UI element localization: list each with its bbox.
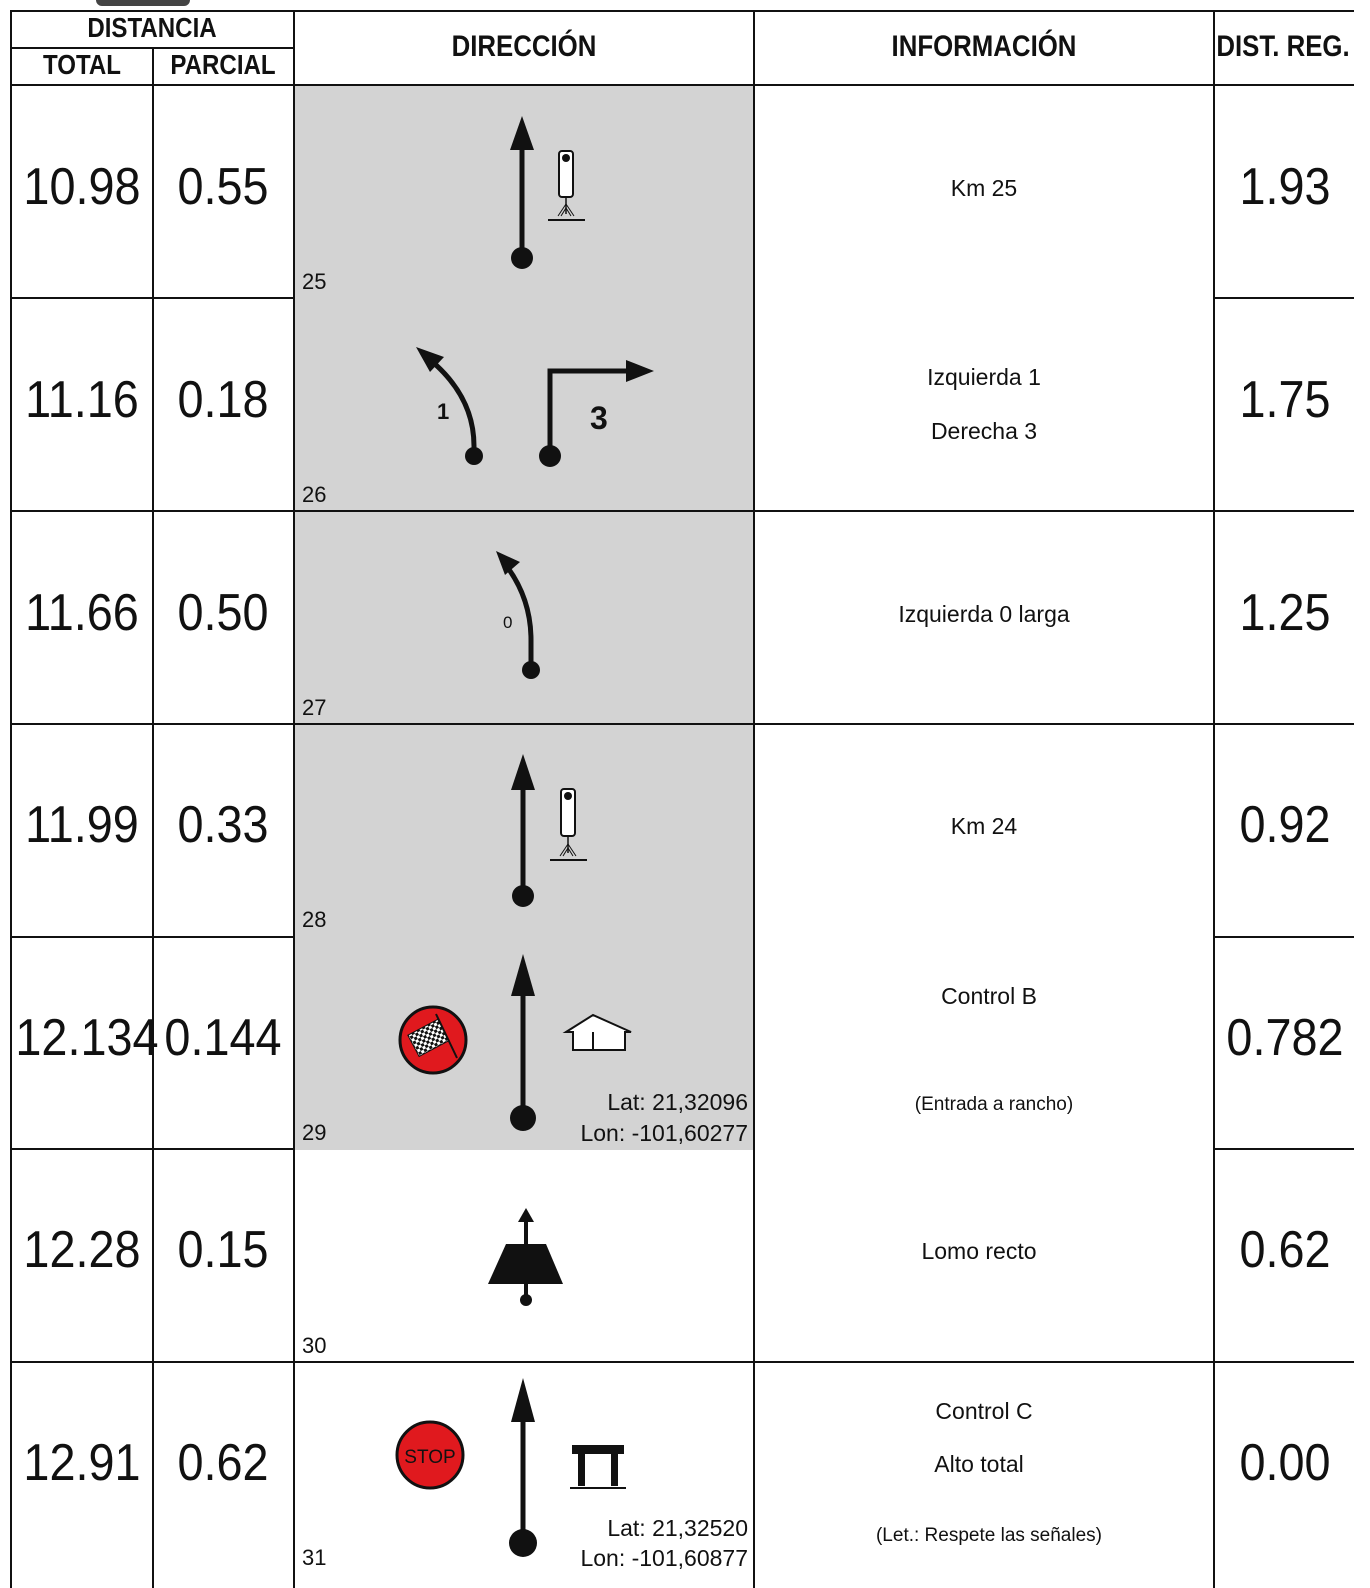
direction-info-divider	[753, 10, 755, 1588]
info-line: Control B	[941, 983, 1037, 1009]
left-curve-arrow-icon	[496, 551, 540, 679]
info-line: Derecha 3	[930, 418, 1038, 444]
table-left-border	[10, 10, 12, 1588]
info-reg-divider	[1213, 10, 1215, 1588]
stop-sign-icon: STOP	[395, 1420, 465, 1490]
total-distance: 12.134	[15, 1009, 159, 1067]
info-line: Control C	[935, 1398, 1033, 1424]
row-number: 30	[302, 1333, 327, 1358]
info-note: (Entrada a rancho)	[914, 1094, 1074, 1115]
regulated-distance: 0.92	[1239, 796, 1331, 854]
distance-direction-divider	[293, 10, 295, 1588]
regulated-distance: 1.75	[1239, 371, 1331, 429]
total-distance: 11.99	[25, 796, 139, 854]
row-divider	[10, 510, 1354, 512]
row-divider	[1214, 936, 1354, 938]
longitude: Lon: -101,60277	[580, 1120, 748, 1146]
total-parcial-divider	[152, 47, 154, 1588]
partial-distance: 0.62	[177, 1434, 269, 1492]
speed-bump-icon	[488, 1208, 563, 1306]
header-parcial: PARCIAL	[170, 49, 276, 80]
header-direccion: DIRECCIÓN	[451, 30, 597, 63]
house-icon	[562, 1013, 632, 1051]
straight-arrow-icon	[511, 754, 535, 907]
row-number: 27	[302, 695, 327, 720]
straight-arrow-icon	[509, 1378, 537, 1557]
partial-distance: 0.55	[177, 158, 269, 216]
stop-sign-label: STOP	[404, 1447, 455, 1468]
header-total: TOTAL	[42, 49, 122, 80]
straight-arrow-icon	[510, 116, 534, 269]
info-note: (Let.: Respete las señales)	[875, 1525, 1102, 1546]
row-divider	[10, 723, 1354, 725]
table-top-border	[10, 10, 1354, 12]
row-number: 31	[302, 1545, 327, 1570]
regulated-distance: 1.25	[1239, 584, 1331, 642]
info-line: Izquierda 1	[927, 364, 1041, 390]
km-marker-post-icon	[548, 150, 585, 221]
regulated-distance: 0.782	[1226, 1009, 1344, 1067]
header-distancia: DISTANCIA	[87, 12, 217, 43]
partial-distance: 0.50	[177, 584, 269, 642]
info-line: Lomo recto	[921, 1238, 1037, 1264]
total-distance: 11.16	[25, 371, 139, 429]
header-bottom-border	[10, 84, 1354, 86]
straight-arrow-icon	[510, 954, 536, 1131]
total-distance: 10.98	[23, 158, 141, 216]
header-dist-reg: DIST. REG.	[1216, 30, 1350, 63]
km-marker-post-icon	[550, 788, 587, 861]
latitude: Lat: 21,32096	[607, 1089, 748, 1115]
partial-distance: 0.15	[177, 1221, 269, 1279]
total-distance: 12.91	[23, 1434, 141, 1492]
row-divider	[1214, 1148, 1354, 1150]
info-line: Izquierda 0 larga	[898, 601, 1070, 627]
row-divider	[1214, 297, 1354, 299]
right-turn-arrow-icon	[539, 360, 654, 467]
longitude: Lon: -101,60877	[580, 1545, 748, 1571]
latitude: Lat: 21,32520	[607, 1515, 748, 1541]
regulated-distance: 0.62	[1239, 1221, 1331, 1279]
info-line: Km 25	[950, 175, 1018, 201]
regulated-distance: 1.93	[1239, 158, 1331, 216]
partial-distance: 0.33	[177, 796, 269, 854]
info-line: Km 24	[950, 813, 1018, 839]
total-distance: 12.28	[23, 1221, 141, 1279]
checkered-flag-icon	[398, 1005, 468, 1075]
row-divider	[10, 1361, 1354, 1363]
exit-label-left: 1	[437, 399, 450, 424]
left-curve-arrow-icon	[416, 347, 483, 465]
row-number: 25	[302, 269, 327, 294]
header-informacion: INFORMACIÓN	[891, 30, 1077, 63]
gate-icon	[570, 1445, 626, 1489]
curve-label: 0	[503, 613, 513, 632]
partial-distance: 0.18	[177, 371, 269, 429]
row-number: 29	[302, 1120, 327, 1145]
partial-distance: 0.144	[164, 1009, 282, 1067]
row-number: 26	[302, 482, 327, 507]
row-number: 28	[302, 907, 327, 932]
regulated-distance: 0.00	[1239, 1434, 1331, 1492]
exit-label-right: 3	[590, 400, 608, 436]
total-distance: 11.66	[25, 584, 139, 642]
logo-fragment	[96, 0, 190, 6]
info-line: Alto total	[934, 1451, 1024, 1477]
